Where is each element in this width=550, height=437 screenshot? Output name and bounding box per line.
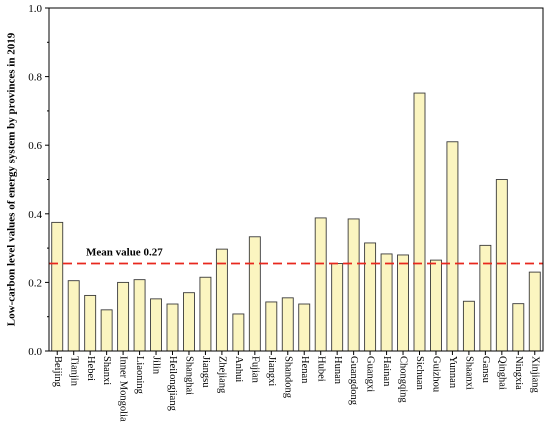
bar-tianjin bbox=[67, 280, 80, 352]
bar-shaanxi bbox=[462, 300, 475, 352]
x-tick-label: Liaoning bbox=[134, 356, 145, 395]
x-tick-label: Zhejiang bbox=[216, 356, 227, 394]
bar-sichuan bbox=[413, 92, 426, 352]
y-tick-label: 1.0 bbox=[28, 3, 42, 15]
bar-xinjiang bbox=[528, 271, 541, 352]
x-tick-label: Hunan bbox=[332, 356, 343, 385]
x-tick-label: Fujian bbox=[249, 356, 260, 384]
bar-guangdong bbox=[347, 218, 360, 352]
y-axis-title: Low-carbon level values of energy system… bbox=[6, 32, 18, 326]
bar-hainan bbox=[380, 253, 393, 352]
y-tick-label: 0.8 bbox=[28, 72, 42, 84]
bar-hunan bbox=[331, 263, 344, 352]
bar-inner-mongolia bbox=[117, 281, 130, 352]
x-tick-label: Shanghai bbox=[184, 356, 195, 395]
bar-shandong bbox=[281, 297, 294, 352]
x-tick-label: Jiangxi bbox=[266, 356, 277, 386]
bars-group bbox=[51, 92, 541, 352]
x-tick-label: Hebei bbox=[85, 356, 96, 381]
y-tick-label: 0.6 bbox=[28, 140, 42, 152]
bar-shanxi bbox=[100, 309, 113, 352]
bar-guizhou bbox=[430, 259, 442, 352]
bar-jilin bbox=[150, 298, 162, 352]
bar-yunnan bbox=[446, 141, 459, 352]
y-tick-label: 0.4 bbox=[28, 209, 42, 221]
x-tick-label: Gansu bbox=[480, 356, 491, 384]
x-tick-label: Guangdong bbox=[348, 356, 359, 406]
x-tick-label: Chongqing bbox=[398, 356, 409, 403]
x-tick-label: Shandong bbox=[282, 356, 293, 399]
x-tick-label: Hubei bbox=[315, 356, 326, 382]
bar-hubei bbox=[314, 217, 327, 352]
bar-ningxia bbox=[512, 303, 525, 352]
bar-beijing bbox=[51, 221, 64, 352]
x-tick-label: Guangxi bbox=[365, 356, 376, 392]
y-axis: 0.0 0.2 0.4 0.6 0.8 1.0 bbox=[28, 3, 49, 358]
x-tick-label: Yunnan bbox=[447, 356, 458, 389]
x-tick-label: Guizhou bbox=[431, 356, 442, 393]
x-tick-label: Shaanxi bbox=[463, 356, 474, 390]
bar-fujian bbox=[248, 236, 261, 352]
x-tick-label: Inner Mongolia bbox=[118, 356, 129, 422]
x-tick-label: Henan bbox=[299, 356, 310, 384]
x-tick-label: Hainan bbox=[381, 356, 392, 387]
x-tick-label: Sichuan bbox=[414, 356, 425, 391]
bar-anhui bbox=[232, 313, 245, 352]
x-tick-label: Beijing bbox=[52, 356, 63, 388]
x-tick-label: Xinjiang bbox=[529, 356, 540, 393]
bar-henan bbox=[298, 303, 311, 352]
y-tick-label: 0.2 bbox=[28, 277, 42, 289]
x-tick-label: Anhui bbox=[233, 356, 244, 382]
x-tick-label: Jiangsu bbox=[200, 356, 211, 388]
bar-shanghai bbox=[183, 292, 195, 352]
bar-guangxi bbox=[364, 242, 377, 352]
bar-jiangsu bbox=[199, 276, 212, 352]
x-tick-label: Jilin bbox=[151, 356, 162, 375]
bar-liaoning bbox=[133, 279, 146, 352]
y-tick-label: 0.0 bbox=[28, 346, 42, 358]
mean-value-label: Mean value 0.27 bbox=[86, 247, 163, 259]
bar-chongqing bbox=[397, 254, 409, 352]
x-tick-label: Shanxi bbox=[101, 356, 112, 385]
x-tick-label: Ningxia bbox=[513, 356, 524, 390]
x-tick-label: Tianjin bbox=[68, 356, 79, 387]
x-tick-label: Heilongjiang bbox=[167, 356, 178, 412]
x-axis: Beijing Tianjin Hebei Shanxi Inner Mongolia L… bbox=[52, 351, 540, 422]
bar-qinghai bbox=[495, 179, 508, 352]
x-tick-label: Qinghai bbox=[496, 356, 507, 390]
bar-heilongjiang bbox=[166, 303, 179, 352]
bar-jiangxi bbox=[265, 301, 278, 352]
bar-gansu bbox=[479, 244, 492, 352]
bar-hebei bbox=[84, 294, 97, 352]
